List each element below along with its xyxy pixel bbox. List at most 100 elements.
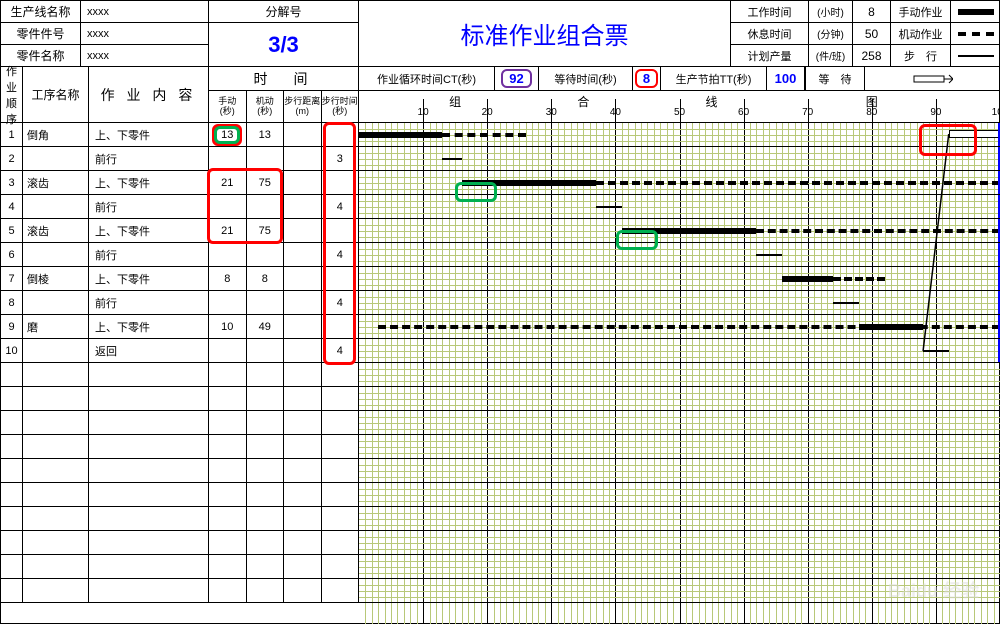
row-content: 前行	[89, 243, 209, 266]
row-time	[209, 291, 247, 314]
row-seq	[1, 555, 23, 578]
row-chart	[359, 555, 1000, 578]
row-time: 49	[247, 315, 285, 338]
plan-qty-label: 计划产量	[731, 45, 809, 66]
col-content-header: 作 业 内 容	[89, 67, 209, 122]
work-time-unit: (小时)	[809, 1, 853, 22]
row-opname: 滚齿	[23, 219, 89, 242]
col-time-title: 时 间	[209, 67, 358, 91]
table-row: 3滚齿上、下零件2175	[1, 171, 1000, 195]
table-row: 5滚齿上、下零件2175	[1, 219, 1000, 243]
row-time: 75	[247, 171, 285, 194]
row-opname	[23, 291, 89, 314]
row-time	[284, 147, 322, 170]
row-seq	[1, 483, 23, 506]
row-content	[89, 507, 209, 530]
row-chart	[359, 459, 1000, 482]
data-rows: 1倒角上、下零件13132前行33滚齿上、下零件21754前行45滚齿上、下零件…	[1, 123, 1000, 603]
row-opname	[23, 483, 89, 506]
row-time	[209, 555, 247, 578]
wait-value-cell: 8	[633, 67, 661, 90]
row-time	[322, 315, 360, 338]
table-row	[1, 531, 1000, 555]
row-seq: 10	[1, 339, 23, 362]
row-time	[322, 483, 360, 506]
rest-time-unit: (分钟)	[809, 23, 853, 44]
row-chart	[359, 171, 1000, 194]
row-time	[284, 123, 322, 146]
legend-manual-label: 手动作业	[891, 1, 951, 22]
table-row	[1, 411, 1000, 435]
row-time	[284, 579, 322, 602]
row-opname	[23, 363, 89, 386]
row-time	[322, 387, 360, 410]
time-sub-header: 手动 (秒)	[209, 91, 247, 122]
row-time	[247, 579, 285, 602]
row-time	[284, 459, 322, 482]
row-time	[322, 459, 360, 482]
table-row: 2前行3	[1, 147, 1000, 171]
row-time	[209, 435, 247, 458]
row-time: 21	[209, 219, 247, 242]
row-opname: 倒棱	[23, 267, 89, 290]
row-seq: 5	[1, 219, 23, 242]
plan-qty-value: 258	[853, 45, 891, 66]
row-time	[322, 411, 360, 434]
table-row	[1, 555, 1000, 579]
row-content: 上、下零件	[89, 171, 209, 194]
row-content	[89, 411, 209, 434]
row-seq: 8	[1, 291, 23, 314]
row-opname	[23, 243, 89, 266]
row-time: 4	[322, 291, 360, 314]
row-seq: 6	[1, 243, 23, 266]
part-no-label: 零件件号	[1, 23, 81, 44]
row-seq	[1, 435, 23, 458]
row-time	[247, 531, 285, 554]
row-chart	[359, 531, 1000, 554]
row-time	[322, 555, 360, 578]
row-seq: 2	[1, 147, 23, 170]
row-time	[247, 291, 285, 314]
row-time	[322, 579, 360, 602]
row-time: 13	[209, 123, 247, 146]
row-time	[322, 123, 360, 146]
row-opname	[23, 555, 89, 578]
table-row: 4前行4	[1, 195, 1000, 219]
row-time	[322, 363, 360, 386]
row-time	[284, 411, 322, 434]
row-chart	[359, 291, 1000, 314]
row-time	[284, 555, 322, 578]
table-row	[1, 507, 1000, 531]
row-time	[209, 531, 247, 554]
row-opname: 倒角	[23, 123, 89, 146]
row-time	[247, 507, 285, 530]
table-row: 6 前行 4	[1, 243, 1000, 267]
row-content: 上、下零件	[89, 123, 209, 146]
plan-qty-unit: (件/班)	[809, 45, 853, 66]
row-chart	[359, 315, 1000, 338]
row-time	[284, 387, 322, 410]
row-content: 上、下零件	[89, 315, 209, 338]
row-time	[209, 339, 247, 362]
table-row	[1, 459, 1000, 483]
row-time: 8	[209, 267, 247, 290]
row-opname	[23, 459, 89, 482]
row-opname: 滚齿	[23, 171, 89, 194]
row-content	[89, 387, 209, 410]
metrics-block: 工作时间 (小时) 8 手动作业 休息时间 (分钟) 50 机动作业 计划产量 …	[731, 1, 1000, 67]
table-row	[1, 579, 1000, 603]
row-time	[322, 267, 360, 290]
row-time	[322, 435, 360, 458]
row-time	[209, 387, 247, 410]
row-time: 4	[322, 243, 360, 266]
col-time-group: 时 间 手动 (秒)机动 (秒)步行距离 (m)步行时间 (秒)	[209, 67, 359, 122]
row-time: 75	[247, 219, 285, 242]
row-time: 8	[247, 267, 285, 290]
table-row	[1, 483, 1000, 507]
row-opname	[23, 531, 89, 554]
row-time: 10	[209, 315, 247, 338]
row-time	[284, 315, 322, 338]
row-time	[284, 243, 322, 266]
legend-walk-symbol	[951, 45, 1000, 66]
wait-label: 等待时间(秒)	[539, 67, 633, 90]
